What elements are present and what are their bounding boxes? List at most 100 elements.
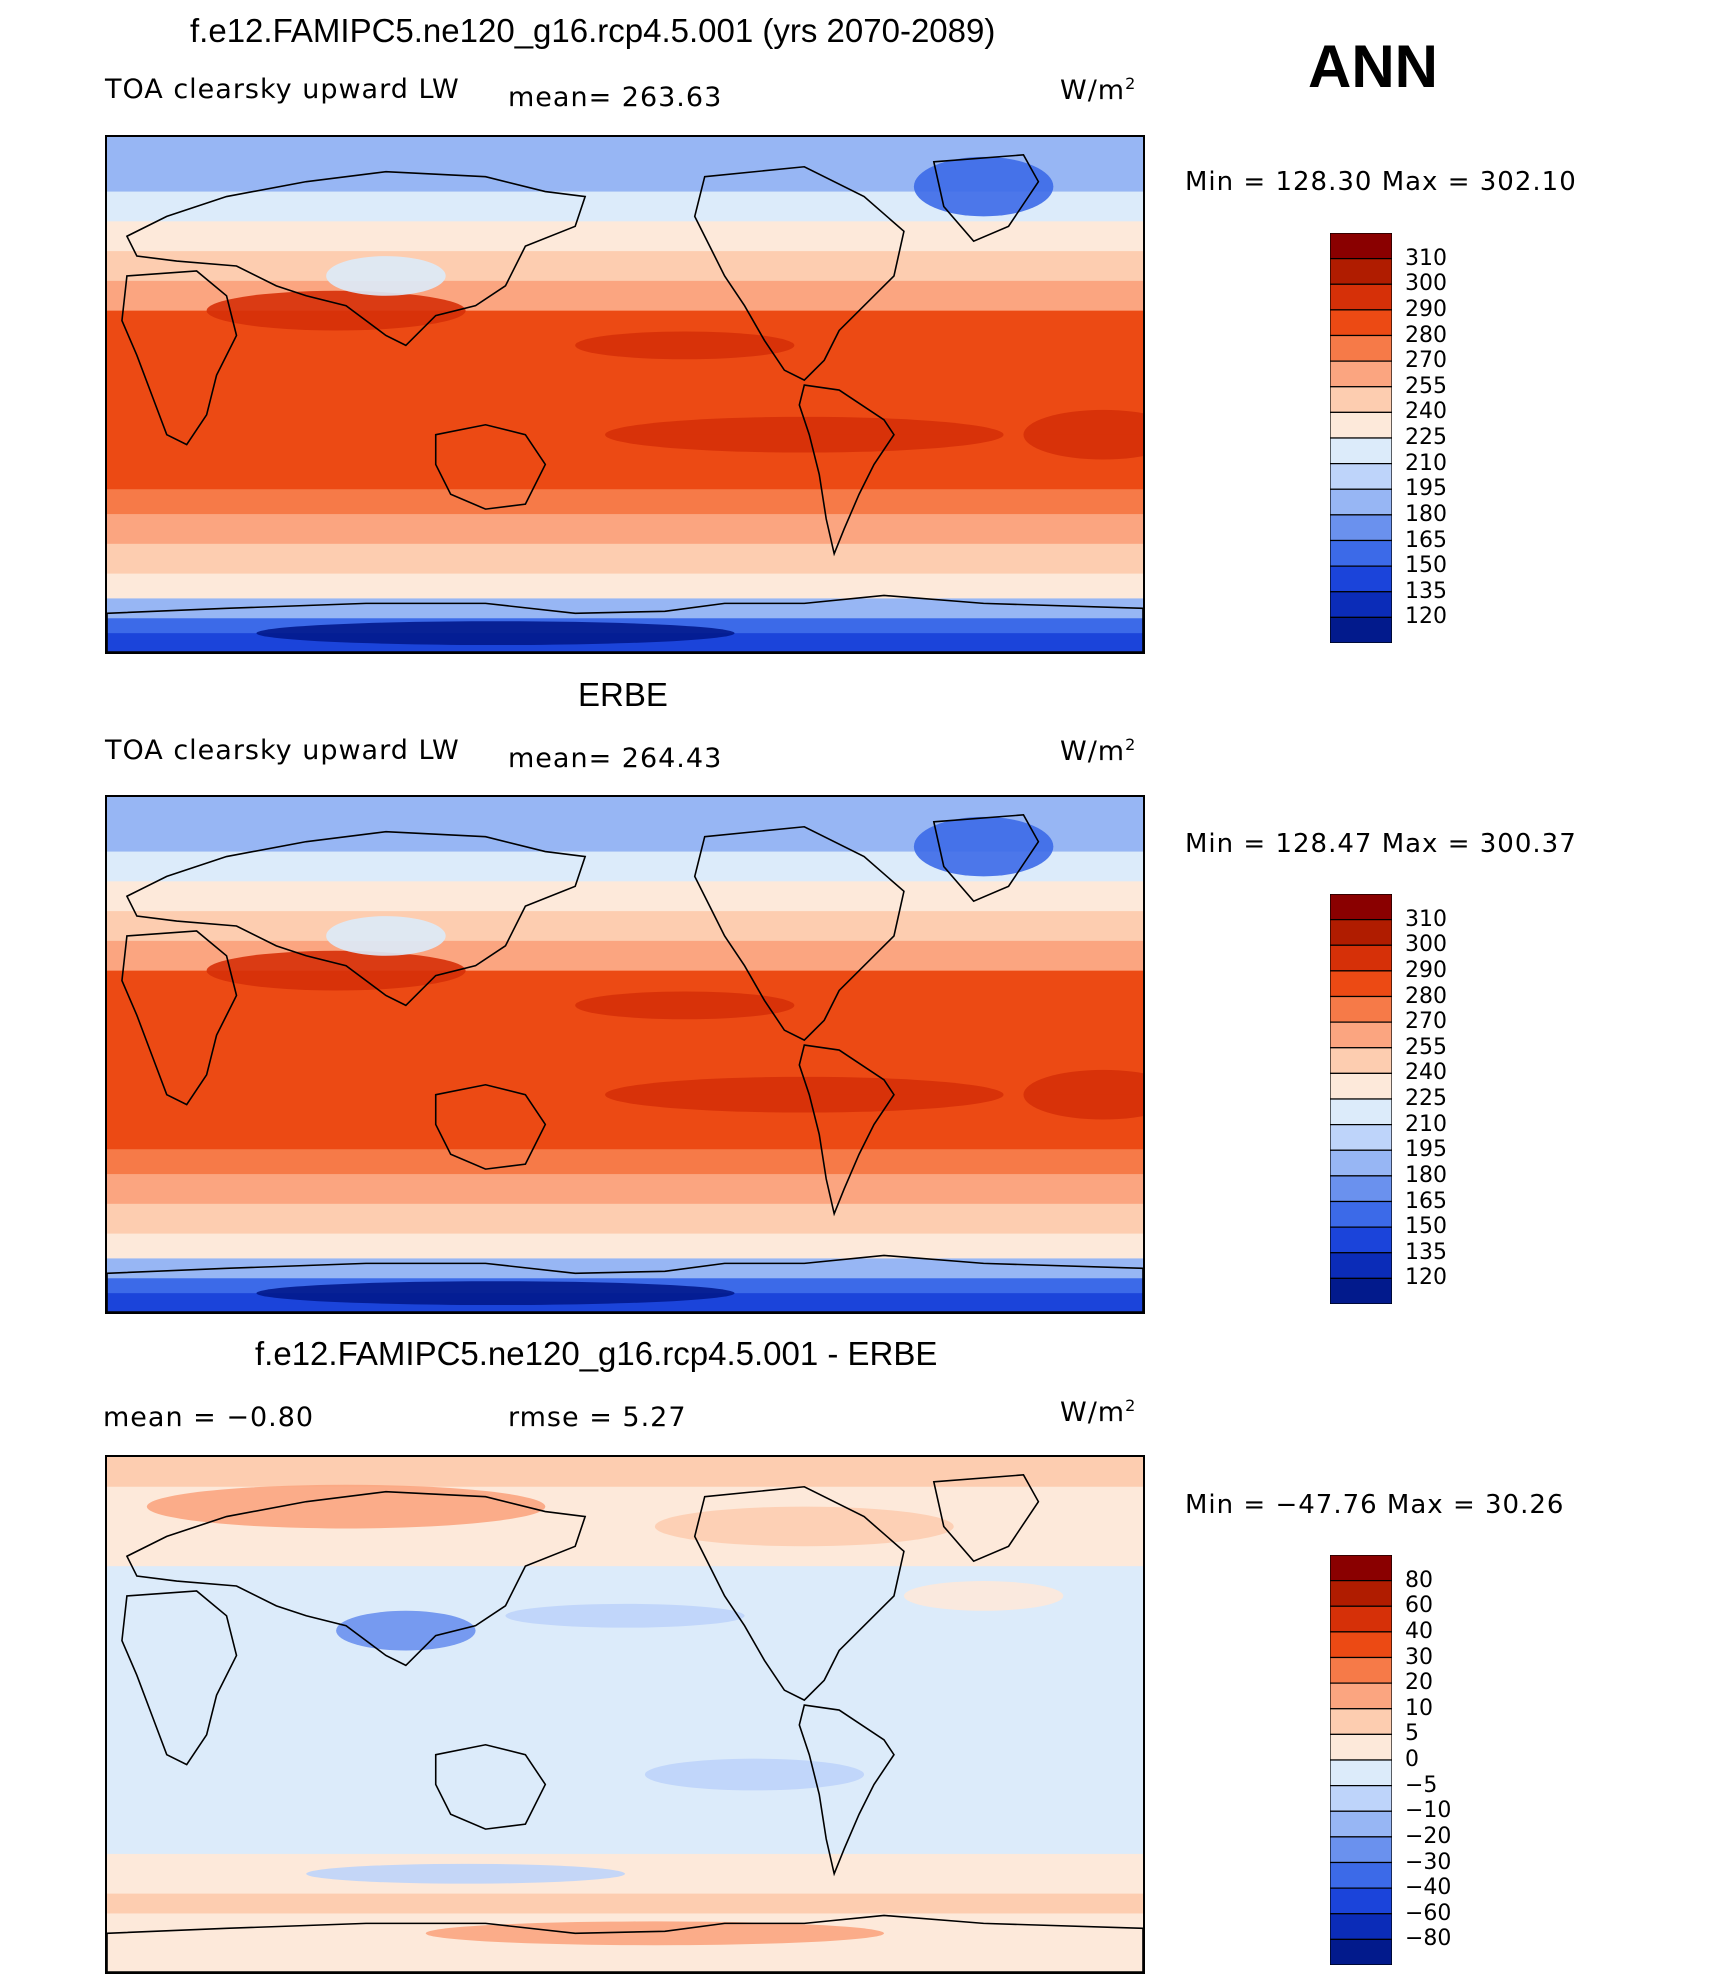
colorbar-swatch	[1330, 1733, 1392, 1761]
colorbar-swatch	[1330, 1682, 1392, 1710]
coastline-australia	[434, 1083, 547, 1170]
colorbar-tick-label: 290	[1405, 957, 1447, 983]
colorbar-swatch	[1330, 539, 1392, 567]
colorbar-tick-label: 210	[1405, 450, 1447, 476]
colorbar-tick-label: 80	[1405, 1567, 1433, 1593]
colorbar-tick-label: −80	[1405, 1926, 1452, 1952]
colorbar-tick-label: 120	[1405, 604, 1447, 630]
colorbar-tick-label: 20	[1405, 1670, 1433, 1696]
colorbar-swatch	[1330, 1124, 1392, 1151]
map-latitude-band	[107, 1714, 1143, 1796]
map-latitude-band	[107, 514, 1143, 545]
colorbar-swatch	[1330, 1226, 1392, 1254]
map-latitude-band	[107, 1853, 1143, 1895]
colorbar-tick-label: −60	[1405, 1900, 1452, 1926]
map-contour-patch	[505, 1603, 745, 1628]
map-contour-patch	[326, 256, 446, 296]
colorbar-swatch	[1330, 360, 1392, 388]
panel-1-field-label: TOA clearsky upward LW	[105, 74, 460, 105]
map-contour-patch	[575, 331, 795, 360]
colorbar-swatch	[1330, 1785, 1392, 1812]
colorbar-tick-label: 255	[1405, 1034, 1447, 1060]
coastline-greenland	[932, 1474, 1040, 1563]
colorbar-tick-label: 165	[1405, 1188, 1447, 1214]
map-contour-patch	[913, 816, 1054, 877]
colorbar-swatch	[1330, 283, 1392, 311]
panel-3-rmse: rmse = 5.27	[508, 1402, 687, 1433]
colorbar-tick-label: 270	[1405, 348, 1447, 374]
panel-1-colorbar	[1330, 233, 1392, 643]
colorbar-swatch	[1330, 1605, 1392, 1633]
colorbar-swatch	[1330, 995, 1392, 1023]
map-contour-patch	[425, 1921, 884, 1946]
colorbar-tick-label: 120	[1405, 1265, 1447, 1291]
colorbar-tick-label: 150	[1405, 553, 1447, 579]
panel-1-minmax: Min = 128.30 Max = 302.10	[1185, 167, 1577, 197]
colorbar-swatch	[1330, 334, 1392, 362]
colorbar-swatch	[1330, 437, 1392, 465]
colorbar-swatch	[1330, 894, 1392, 921]
coastline-australia	[434, 423, 547, 510]
coastline-antarctica	[107, 594, 1143, 652]
colorbar-tick-label: 240	[1405, 1060, 1447, 1086]
panel-3-title: f.e12.FAMIPC5.ne120_g16.rcp4.5.001 - ERB…	[255, 1335, 938, 1372]
panel-3-mean: mean = −0.80	[103, 1402, 315, 1433]
season-label: ANN	[1308, 33, 1438, 100]
colorbar-swatch	[1330, 488, 1392, 516]
colorbar-tick-label: 195	[1405, 1137, 1447, 1163]
colorbar-swatch	[1330, 1913, 1392, 1940]
map-contour-patch	[1023, 1069, 1143, 1120]
map-contour-patch	[306, 1863, 625, 1884]
colorbar-swatch	[1330, 1887, 1392, 1915]
colorbar-tick-label: 240	[1405, 399, 1447, 425]
colorbar-tick-label: 290	[1405, 296, 1447, 322]
colorbar-swatch	[1330, 1759, 1392, 1787]
colorbar-swatch	[1330, 1021, 1392, 1049]
coastline-northAmerica	[693, 825, 905, 1042]
panel-1-units: W/m2	[1060, 74, 1137, 106]
map-latitude-band	[107, 543, 1143, 575]
map-latitude-band	[107, 137, 1143, 158]
map-contour-patch	[256, 1281, 735, 1306]
map-contour-patch	[206, 950, 466, 991]
map-latitude-band	[107, 1635, 1143, 1716]
colorbar-tick-label: 310	[1405, 245, 1447, 271]
colorbar-tick-label: 30	[1405, 1644, 1433, 1670]
colorbar-tick-label: 5	[1405, 1721, 1419, 1747]
colorbar-tick-label: −20	[1405, 1823, 1452, 1849]
coastline-europeAsia	[125, 1490, 587, 1667]
coastline-antarctica	[107, 1254, 1143, 1312]
map-latitude-band	[107, 881, 1143, 913]
colorbar-swatch	[1330, 1252, 1392, 1279]
colorbar-swatch	[1330, 386, 1392, 413]
map-contour-patch	[605, 1076, 1004, 1113]
panel-2-title: ERBE	[578, 676, 668, 713]
colorbar-swatch	[1330, 1810, 1392, 1838]
colorbar-swatch	[1330, 309, 1392, 337]
coastline-antarctica	[107, 1914, 1143, 1972]
colorbar-tick-label: 135	[1405, 578, 1447, 604]
map-latitude-band	[107, 911, 1143, 942]
panel-2-map	[105, 795, 1145, 1314]
map-contour-patch	[913, 156, 1054, 217]
colorbar-swatch	[1330, 1277, 1392, 1304]
panel-3-units: W/m2	[1060, 1396, 1137, 1428]
map-latitude-band	[107, 797, 1143, 818]
colorbar-swatch	[1330, 1175, 1392, 1203]
colorbar-tick-label: −5	[1405, 1772, 1438, 1798]
panel-2-field-label: TOA clearsky upward LW	[105, 735, 460, 766]
colorbar-tick-label: 310	[1405, 906, 1447, 932]
colorbar-tick-label: 300	[1405, 271, 1447, 297]
map-latitude-band	[107, 1794, 1143, 1855]
map-contour-patch	[326, 916, 446, 956]
colorbar-swatch	[1330, 258, 1392, 285]
map-latitude-band	[107, 1457, 1143, 1488]
map-contour-patch	[605, 416, 1004, 453]
map-latitude-band	[107, 434, 1143, 491]
coastline-southAmerica	[798, 1044, 895, 1217]
map-latitude-band	[107, 1233, 1143, 1260]
coastline-northAmerica	[693, 1485, 905, 1702]
panel-2-colorbar	[1330, 894, 1392, 1304]
colorbar-swatch	[1330, 970, 1392, 998]
colorbar-tick-label: 165	[1405, 527, 1447, 553]
